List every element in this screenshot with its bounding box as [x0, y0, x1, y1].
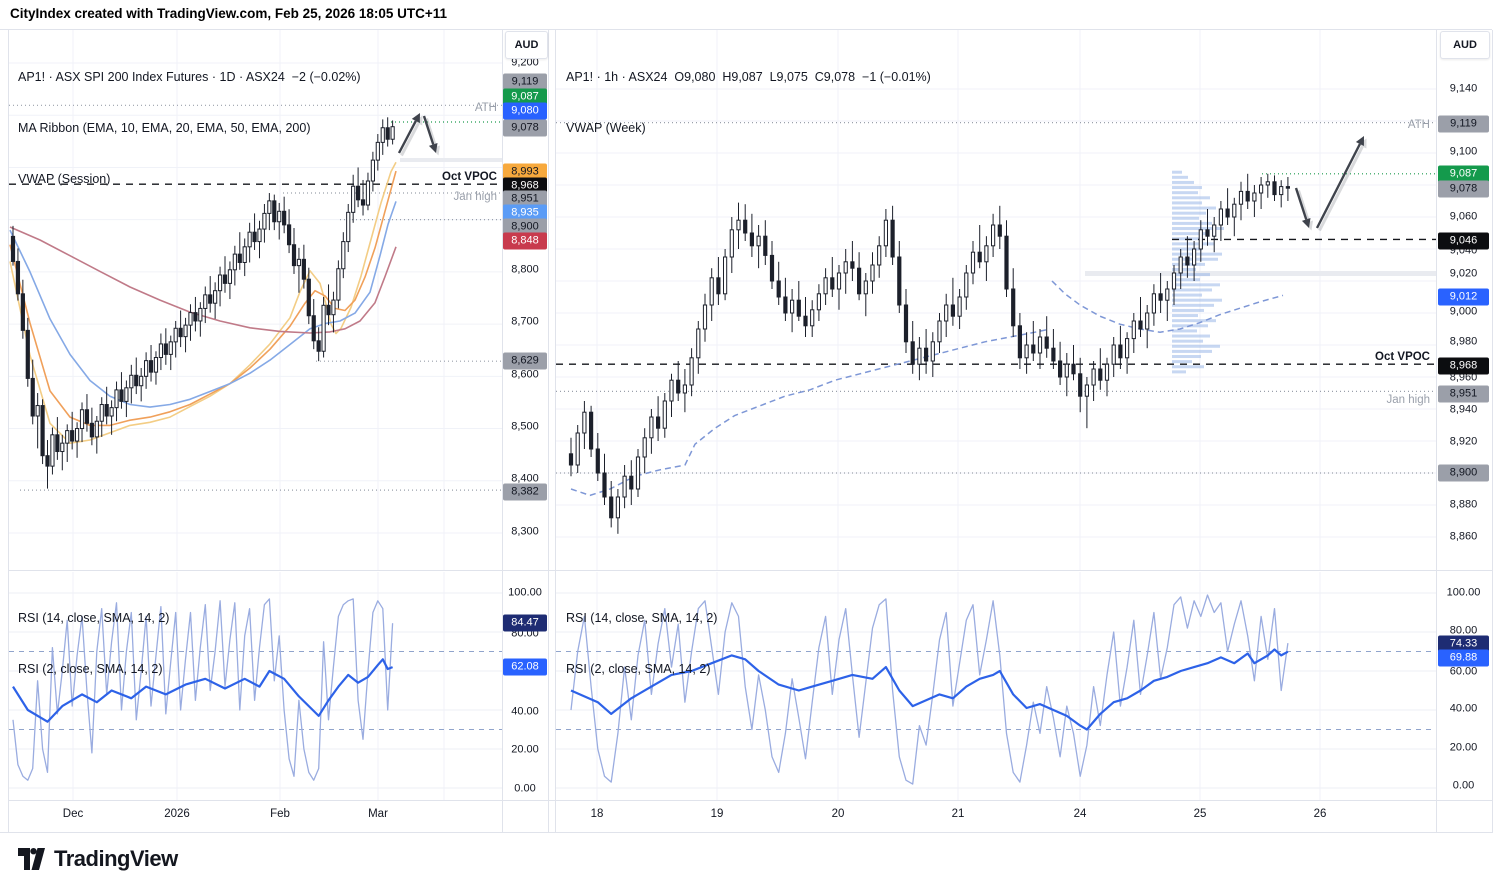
svg-text:Jan high: Jan high: [454, 191, 497, 203]
legend-right-rsi: RSI (14, close, SMA, 14, 2) RSI (2, clos…: [566, 576, 717, 712]
svg-text:Jan high: Jan high: [1387, 394, 1430, 406]
legend-left-symbol: AP1! · ASX SPI 200 Index Futures · 1D · …: [18, 70, 361, 84]
tradingview-logo[interactable]: TradingView: [16, 845, 178, 873]
legend-left-rsi: RSI (14, close, SMA, 14, 2) RSI (2, clos…: [18, 576, 169, 712]
svg-text:ATH: ATH: [1408, 119, 1430, 131]
legend-left-main: AP1! · ASX SPI 200 Index Futures · 1D · …: [18, 35, 361, 222]
svg-text:Oct VPOC: Oct VPOC: [1375, 351, 1430, 363]
time-scale[interactable]: [9, 800, 1492, 833]
tradingview-brand-text: TradingView: [54, 846, 178, 871]
svg-text:ATH: ATH: [475, 102, 497, 114]
price-scale-left[interactable]: [503, 30, 549, 800]
tradingview-mark-icon: [18, 848, 45, 870]
legend-right-main: AP1! · 1h · ASX24 O9,080 H9,087 L9,075 C…: [566, 35, 931, 171]
legend-right-rsi14: RSI (14, close, SMA, 14, 2): [566, 611, 718, 625]
attribution-text: CityIndex created with TradingView.com, …: [10, 6, 448, 21]
legend-left-rsi14: RSI (14, close, SMA, 14, 2): [18, 611, 170, 625]
legend-right-rsi2: RSI (2, close, SMA, 14, 2): [566, 662, 711, 676]
legend-right-vwap: VWAP (Week): [566, 121, 646, 135]
legend-right-symbol: AP1! · 1h · ASX24 O9,080 H9,087 L9,075 C…: [566, 70, 931, 84]
svg-text:Oct VPOC: Oct VPOC: [442, 171, 497, 183]
legend-left-rsi2: RSI (2, close, SMA, 14, 2): [18, 662, 163, 676]
price-scale-right[interactable]: [1438, 30, 1492, 800]
legend-left-vwap: VWAP (Session): [18, 172, 111, 186]
legend-left-ma-ribbon: MA Ribbon (EMA, 10, EMA, 20, EMA, 50, EM…: [18, 121, 311, 135]
